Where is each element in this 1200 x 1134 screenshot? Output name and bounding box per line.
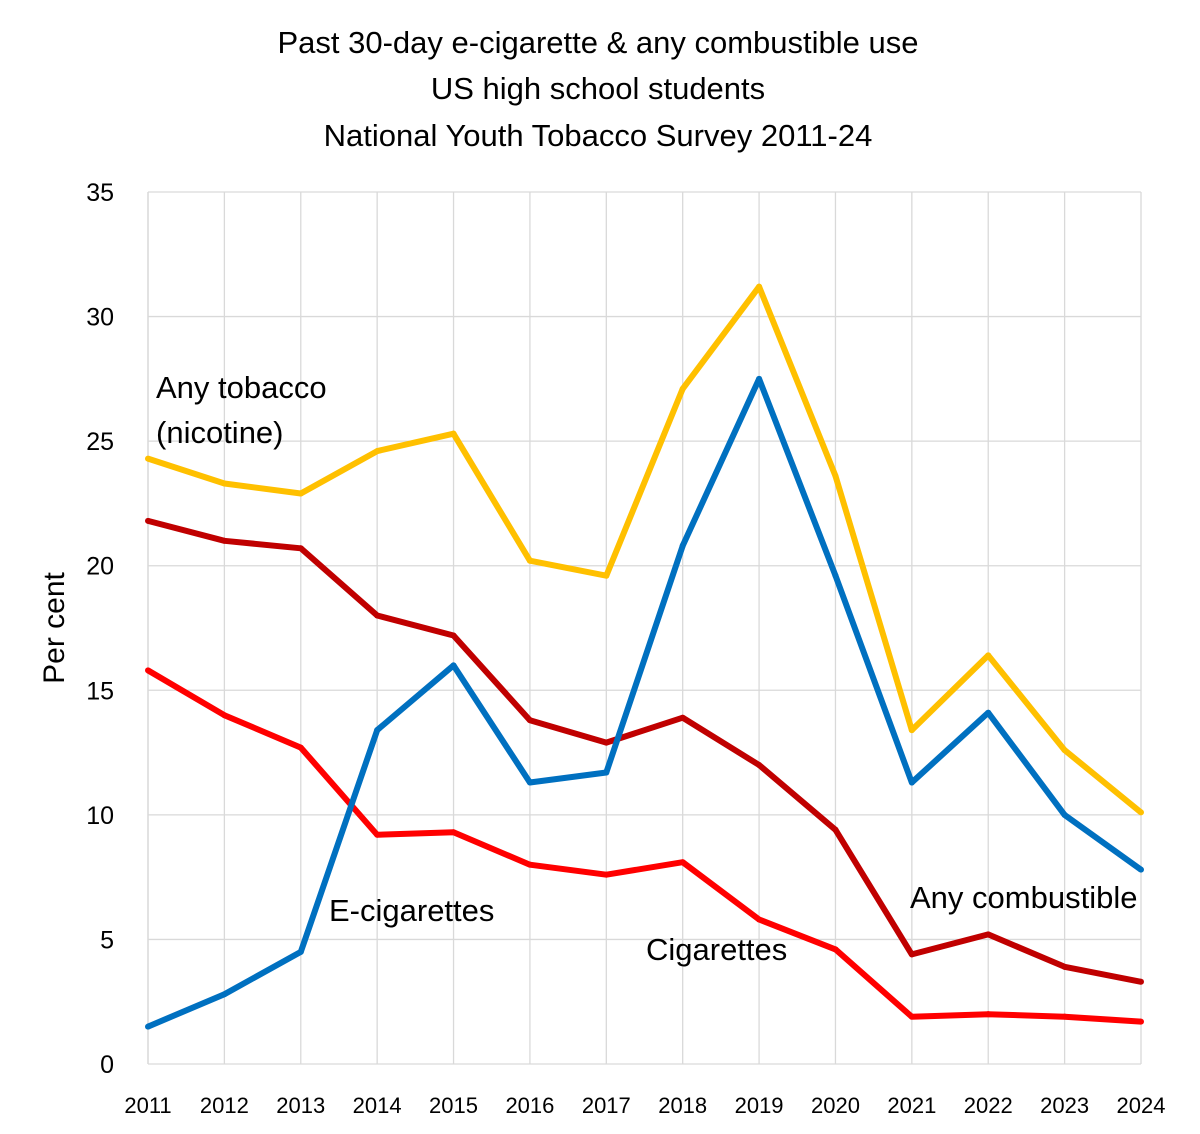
data-point-cigarettes <box>1061 1013 1068 1020</box>
data-point-cigarettes <box>908 1013 915 1020</box>
x-tick-label: 2013 <box>276 1093 325 1118</box>
data-point-any-combustible <box>297 545 304 552</box>
x-tick-label: 2020 <box>811 1093 860 1118</box>
data-point-e-cigarettes <box>1138 866 1144 873</box>
data-point-any-tobacco-nicotine <box>1061 747 1068 754</box>
x-tick-label: 2022 <box>964 1093 1013 1118</box>
data-point-cigarettes <box>679 859 686 866</box>
data-point-cigarettes <box>450 829 457 836</box>
data-point-any-combustible <box>908 951 915 958</box>
data-point-cigarettes <box>297 744 304 751</box>
series-lines <box>145 283 1144 1030</box>
data-point-any-tobacco-nicotine <box>450 430 457 437</box>
data-point-e-cigarettes <box>1061 811 1068 818</box>
data-point-any-tobacco-nicotine <box>145 455 151 462</box>
axes: 0 5 10 15 20 25 30 35 2011 2012 2013 2014 2015 2016 20… <box>86 179 1165 1118</box>
data-point-any-tobacco-nicotine <box>1138 809 1144 816</box>
data-point-e-cigarettes <box>297 948 304 955</box>
chart-title-line-1: Past 30-day e-cigarette & any combustibl… <box>277 25 918 60</box>
x-tick-label: 2024 <box>1117 1093 1166 1118</box>
data-point-any-tobacco-nicotine <box>832 473 839 480</box>
series-line-any-combustible <box>147 517 1142 985</box>
data-point-any-combustible <box>603 739 610 746</box>
data-point-any-tobacco-nicotine <box>221 480 228 487</box>
data-point-any-combustible <box>526 717 533 724</box>
gridlines <box>147 191 1142 1064</box>
data-point-any-tobacco-nicotine <box>985 652 992 659</box>
data-point-cigarettes <box>603 871 610 878</box>
data-point-any-tobacco-nicotine <box>374 448 381 455</box>
data-point-any-combustible <box>832 826 839 833</box>
chart-title-line-2: US high school students <box>431 71 765 106</box>
data-point-cigarettes <box>221 712 228 719</box>
y-tick-label: 35 <box>86 179 114 207</box>
data-point-cigarettes <box>526 861 533 868</box>
y-axis-label: Per cent <box>38 571 71 683</box>
y-tick-label: 5 <box>100 926 114 954</box>
data-point-cigarettes <box>145 667 151 674</box>
data-point-e-cigarettes <box>603 769 610 776</box>
series-line-any-tobacco-nicotine <box>147 283 1143 815</box>
series-labels: Any tobacco (nicotine) Any combustible C… <box>156 370 1137 967</box>
label-e-cigarettes: E-cigarettes <box>329 893 494 928</box>
data-point-any-combustible <box>221 537 228 544</box>
data-point-e-cigarettes <box>832 572 839 579</box>
data-point-any-combustible <box>985 931 992 938</box>
chart-title: Past 30-day e-cigarette & any combustibl… <box>277 25 918 153</box>
data-point-cigarettes <box>374 831 381 838</box>
data-point-e-cigarettes <box>221 991 228 998</box>
x-tick-label: 2018 <box>658 1093 707 1118</box>
data-point-any-combustible <box>450 632 457 639</box>
series-line-cigarettes <box>146 667 1142 1025</box>
data-point-e-cigarettes <box>450 662 457 669</box>
data-point-any-tobacco-nicotine <box>297 490 304 497</box>
data-point-any-tobacco-nicotine <box>756 283 763 290</box>
data-point-any-combustible <box>679 714 686 721</box>
data-point-e-cigarettes <box>145 1023 151 1030</box>
data-point-any-combustible <box>1061 963 1068 970</box>
data-point-any-combustible <box>756 762 763 769</box>
y-tick-label: 0 <box>100 1051 114 1079</box>
x-tick-label: 2021 <box>887 1093 936 1118</box>
data-point-cigarettes <box>985 1011 992 1018</box>
data-point-e-cigarettes <box>679 542 686 549</box>
data-point-any-tobacco-nicotine <box>679 385 686 392</box>
data-point-any-tobacco-nicotine <box>526 557 533 564</box>
x-tick-label: 2011 <box>124 1093 171 1118</box>
x-tick-label: 2016 <box>505 1093 554 1118</box>
data-point-cigarettes <box>756 916 763 923</box>
data-point-any-tobacco-nicotine <box>908 727 915 734</box>
y-tick-label: 25 <box>86 428 114 456</box>
data-point-e-cigarettes <box>374 727 381 734</box>
x-tick-label: 2014 <box>353 1093 402 1118</box>
x-tick-label: 2023 <box>1040 1093 1089 1118</box>
data-point-e-cigarettes <box>985 709 992 716</box>
label-any-tobacco-line-1: Any tobacco <box>156 370 327 405</box>
data-point-any-combustible <box>374 612 381 619</box>
data-point-cigarettes <box>832 946 839 953</box>
y-tick-label: 15 <box>86 677 114 705</box>
label-any-tobacco-line-2: (nicotine) <box>156 415 284 450</box>
data-point-any-combustible <box>1138 978 1144 985</box>
x-tick-label: 2012 <box>200 1093 249 1118</box>
y-tick-label: 20 <box>86 553 114 581</box>
x-tick-label: 2019 <box>735 1093 784 1118</box>
data-point-e-cigarettes <box>908 779 915 786</box>
y-tick-label: 30 <box>86 304 114 332</box>
data-point-any-tobacco-nicotine <box>603 572 610 579</box>
data-point-cigarettes <box>1138 1018 1144 1025</box>
label-cigarettes: Cigarettes <box>646 932 787 967</box>
data-point-e-cigarettes <box>526 779 533 786</box>
x-tick-label: 2015 <box>429 1093 478 1118</box>
chart-title-line-3: National Youth Tobacco Survey 2011-24 <box>324 118 873 153</box>
data-point-any-combustible <box>145 517 151 524</box>
x-tick-label: 2017 <box>582 1093 631 1118</box>
y-tick-label: 10 <box>86 802 114 830</box>
label-any-combustible: Any combustible <box>910 880 1137 915</box>
data-point-e-cigarettes <box>756 375 763 382</box>
series-line-e-cigarettes <box>146 375 1143 1030</box>
